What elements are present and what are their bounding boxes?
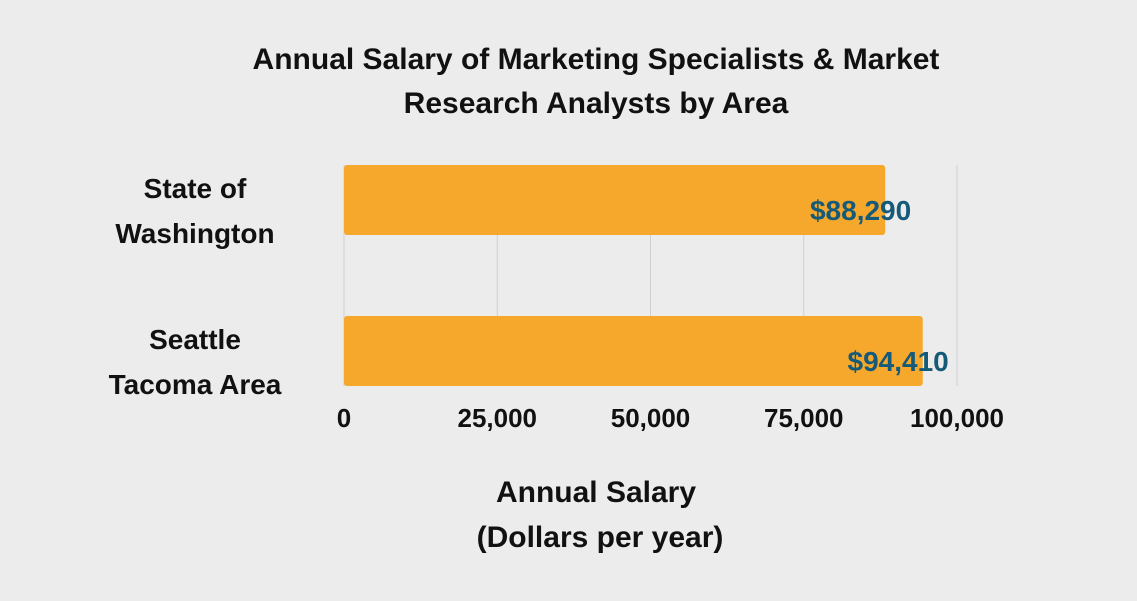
chart-title-line-2: Research Analysts by Area bbox=[404, 87, 789, 120]
x-tick-labels: 0 25,000 50,000 75,000 100,000 bbox=[337, 403, 1004, 433]
category-label: Tacoma Area bbox=[109, 369, 282, 400]
x-tick-label: 50,000 bbox=[611, 403, 691, 433]
bar bbox=[344, 165, 886, 235]
category-label: State of bbox=[144, 173, 247, 204]
data-label: $94,410 bbox=[848, 346, 949, 377]
data-label: $88,290 bbox=[810, 195, 911, 226]
x-axis-title-line-1: Annual Salary bbox=[496, 476, 696, 509]
x-tick-label: 100,000 bbox=[910, 403, 1004, 433]
x-tick-label: 25,000 bbox=[457, 403, 537, 433]
x-tick-label: 75,000 bbox=[764, 403, 844, 433]
category-labels: State of Washington Seattle Tacoma Area bbox=[109, 173, 282, 400]
category-label: Seattle bbox=[149, 324, 241, 355]
x-axis-title-line-2: (Dollars per year) bbox=[477, 521, 724, 554]
bar bbox=[344, 316, 923, 386]
category-label: Washington bbox=[115, 218, 274, 249]
chart-title-line-1: Annual Salary of Marketing Specialists &… bbox=[253, 43, 940, 76]
x-tick-label: 0 bbox=[337, 403, 351, 433]
bars: $88,290 $94,410 bbox=[344, 165, 949, 386]
